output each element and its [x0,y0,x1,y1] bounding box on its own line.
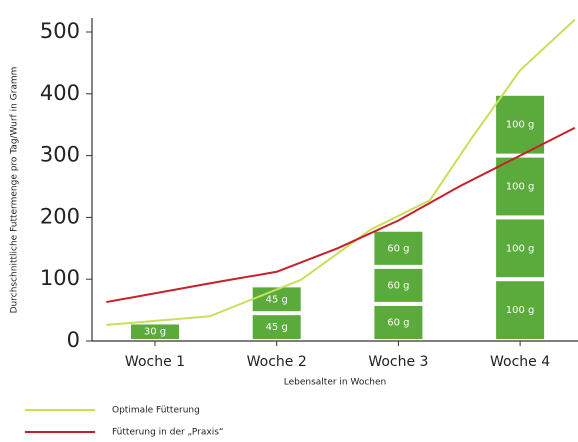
block [496,95,545,154]
block-label: 60 g [387,280,409,291]
x-axis-label: Lebensalter in Wochen [284,378,387,388]
block [496,219,545,278]
legend-label: Fütterung in der „Praxis“ [112,428,224,438]
block-label: 100 g [506,120,535,131]
block [374,231,423,265]
block-label: 100 g [506,182,535,193]
block-label: 30 g [144,327,166,338]
y-tick-label: 200 [40,204,80,228]
block [252,315,301,339]
legend-label: Optimale Fütterung [112,406,200,416]
line [106,18,576,326]
y-tick-label: 500 [40,19,80,43]
block-label: 100 g [506,243,535,254]
y-tick-label: 100 [40,266,80,290]
block [496,281,545,339]
block-label: 60 g [387,317,409,328]
x-tick-label: Woche 2 [247,354,307,370]
x-tick-label: Woche 1 [125,354,185,370]
x-tick-label: Woche 3 [368,354,428,370]
block-label: 60 g [387,243,409,254]
y-tick-label: 300 [40,143,80,167]
y-tick-label: 0 [67,328,80,352]
block [496,157,545,216]
block [374,305,423,339]
y-tick-label: 400 [40,81,80,105]
x-tick-label: Woche 4 [490,354,550,370]
block-label: 45 g [266,294,288,305]
line [106,126,576,304]
block-label: 100 g [506,305,535,316]
block [131,324,179,339]
block-label: 45 g [266,322,288,333]
y-axis-label: Durchschnittliche Futtermenge pro Tag/Wu… [10,67,20,314]
block [374,268,423,302]
